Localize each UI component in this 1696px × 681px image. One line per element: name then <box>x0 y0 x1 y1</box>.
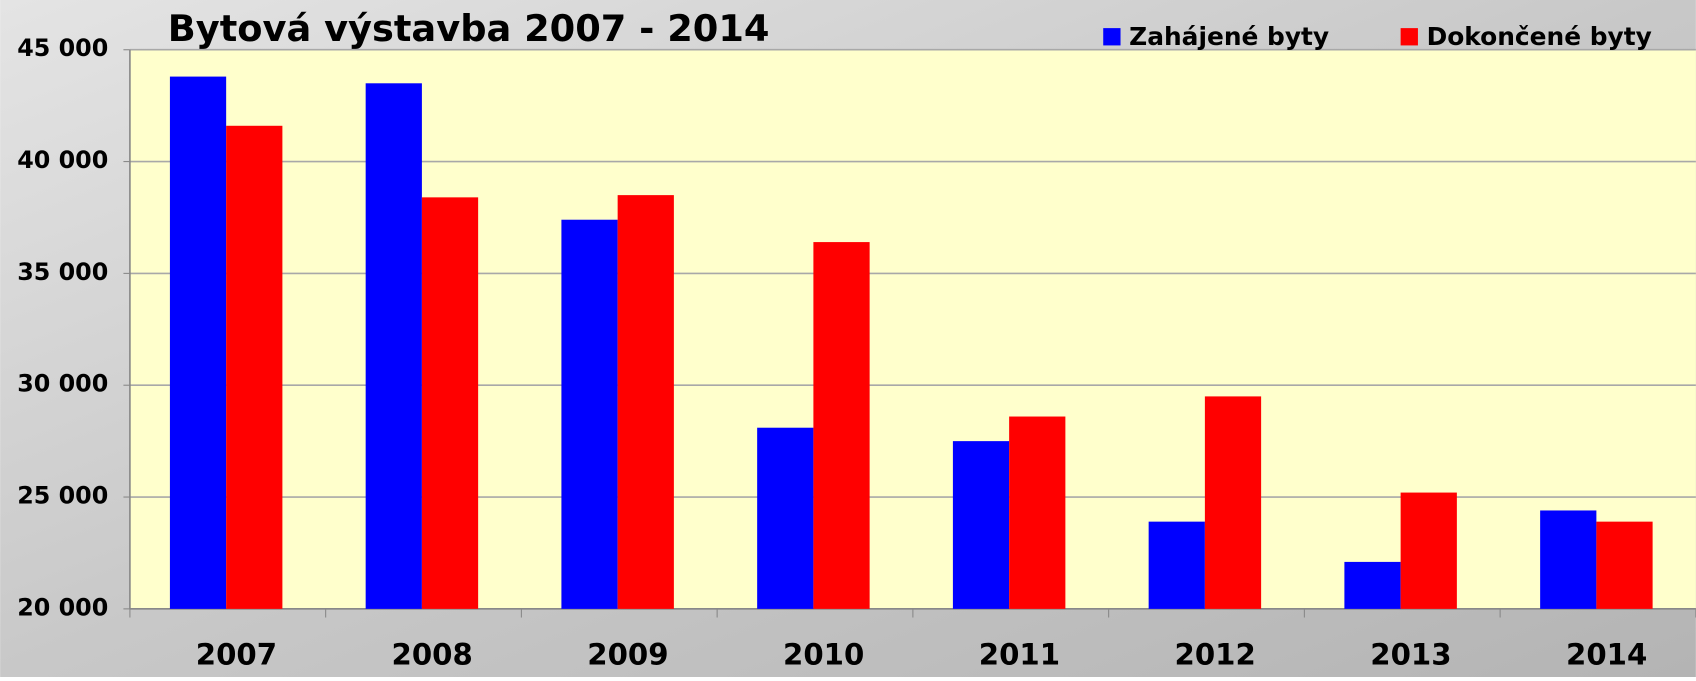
bar <box>365 83 422 609</box>
x-tick-label: 2013 <box>1370 637 1451 671</box>
x-tick-label: 2007 <box>196 637 277 671</box>
bar <box>1204 396 1262 609</box>
y-tick-label: 20 000 <box>17 593 108 621</box>
bar <box>813 242 870 609</box>
y-tick-label: 40 000 <box>17 146 108 174</box>
legend-swatch <box>1103 28 1121 46</box>
bar <box>1596 521 1653 609</box>
x-tick-label: 2008 <box>392 637 473 671</box>
x-tick-label: 2012 <box>1175 637 1256 671</box>
bar <box>952 441 1010 609</box>
x-tick-label: 2009 <box>587 637 668 671</box>
bar <box>1009 416 1066 609</box>
bar <box>1540 510 1597 609</box>
x-tick-label: 2011 <box>979 637 1060 671</box>
chart-title: Bytová výstavba 2007 - 2014 <box>168 7 770 50</box>
y-tick-label: 25 000 <box>17 482 108 510</box>
bar <box>561 219 618 609</box>
y-tick-label: 45 000 <box>17 34 108 62</box>
bar <box>1148 521 1205 609</box>
legend-swatch <box>1400 28 1418 46</box>
bar <box>1344 561 1401 609</box>
bar <box>169 76 227 609</box>
y-tick-label: 35 000 <box>17 258 108 286</box>
bar <box>421 197 479 609</box>
bar <box>1400 492 1457 609</box>
plot-area <box>129 49 1696 609</box>
x-tick-label: 2014 <box>1566 637 1647 671</box>
x-tick-label: 2010 <box>783 637 864 671</box>
legend-label: Zahájené byty <box>1129 22 1329 51</box>
bar <box>226 125 283 609</box>
y-tick-label: 30 000 <box>17 370 108 398</box>
legend-label: Dokončené byty <box>1427 22 1652 51</box>
bar <box>757 427 814 609</box>
bar <box>617 195 674 609</box>
